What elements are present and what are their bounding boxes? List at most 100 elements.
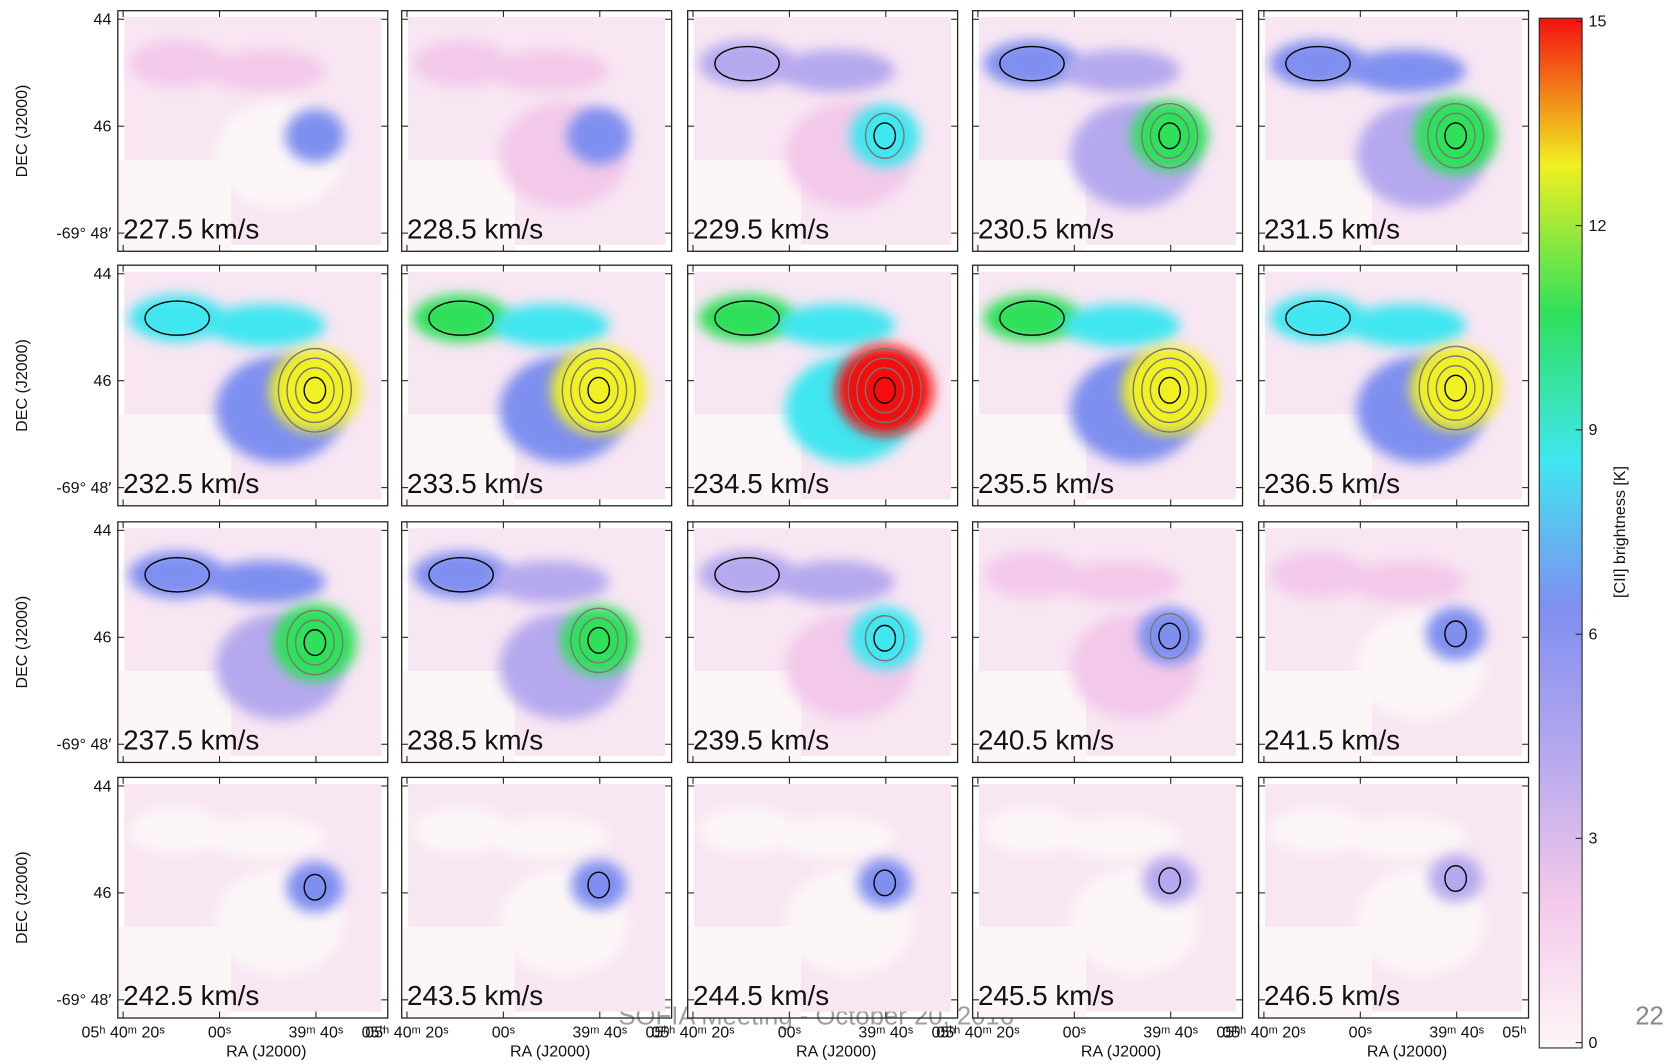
- x-axis-label: RA (J2000): [796, 1043, 876, 1061]
- emission: [1414, 97, 1497, 174]
- x-axis-label: RA (J2000): [510, 1043, 590, 1061]
- channel-panel: 241.5 km/s: [1259, 522, 1529, 763]
- velocity-label: 235.5 km/s: [978, 468, 1114, 499]
- velocity-label: 234.5 km/s: [693, 468, 829, 499]
- y-tick-label: -69° 48′: [56, 479, 111, 497]
- y-tick-label: 44: [94, 11, 112, 29]
- velocity-label: 238.5 km/s: [407, 725, 543, 756]
- colorbar: [1539, 18, 1582, 1048]
- x-tick-label: 39ᵐ 40ˢ: [289, 1023, 344, 1041]
- velocity-label: 240.5 km/s: [978, 725, 1114, 756]
- y-tick-label: -69° 48′: [56, 991, 111, 1009]
- colorbar-tick-label: 9: [1589, 421, 1598, 439]
- x-tick-label: 05ʰ 40ᵐ 20ˢ: [365, 1023, 449, 1041]
- colorbar-tick-label: 3: [1589, 830, 1598, 848]
- velocity-label: 230.5 km/s: [978, 213, 1114, 244]
- y-tick-label: 46: [94, 118, 112, 136]
- page-number: 22: [1635, 1002, 1664, 1030]
- channel-panel: 236.5 km/s: [1259, 265, 1529, 506]
- emission: [491, 49, 609, 92]
- emission: [551, 346, 646, 434]
- emission: [858, 859, 912, 907]
- velocity-label: 242.5 km/s: [123, 980, 259, 1011]
- emission: [491, 816, 609, 859]
- channel-panel: 235.5 km/s: [973, 265, 1243, 506]
- velocity-label: 239.5 km/s: [693, 725, 829, 756]
- y-tick-label: 44: [94, 777, 112, 795]
- emission: [1348, 304, 1466, 347]
- emission: [561, 606, 637, 676]
- emission: [207, 304, 325, 347]
- x-tick-label: 39ᵐ 40ˢ: [572, 1023, 627, 1041]
- velocity-label: 236.5 km/s: [1264, 468, 1400, 499]
- y-tick-label: 46: [94, 372, 112, 390]
- x-tick-label: 05ʰ 40ᵐ 20ˢ: [651, 1023, 735, 1041]
- colorbar-tick-label: 0: [1589, 1034, 1598, 1052]
- emission: [1426, 607, 1486, 660]
- channel-panel: 229.5 km/s: [688, 11, 958, 252]
- y-axis-label: DEC (J2000): [13, 85, 31, 178]
- x-tick-label: 00ˢ: [778, 1023, 802, 1041]
- emission: [777, 49, 895, 92]
- channel-panel: 230.5 km/s: [973, 11, 1243, 252]
- emission: [285, 109, 345, 162]
- y-axis-label: DEC (J2000): [13, 851, 31, 944]
- channel-panel: 240.5 km/s: [973, 522, 1243, 763]
- x-tick-label: 05ʰ 40ᵐ 20ˢ: [81, 1023, 165, 1041]
- x-tick-label: 00ˢ: [1349, 1023, 1373, 1041]
- x-axis-label: RA (J2000): [226, 1043, 306, 1061]
- colorbar-tick-label: 6: [1589, 625, 1598, 643]
- page: SOFIA Meeting - October 20, 2016 22 227.…: [0, 0, 1671, 1064]
- colorbar-tick-label: 12: [1589, 217, 1607, 235]
- y-axis-label: DEC (J2000): [13, 339, 31, 432]
- velocity-label: 228.5 km/s: [407, 213, 543, 244]
- emission: [1411, 346, 1501, 430]
- emission: [1143, 857, 1197, 904]
- emission: [1348, 561, 1466, 604]
- y-tick-label: -69° 48′: [56, 224, 111, 242]
- emission: [491, 304, 609, 347]
- channel-panel: 228.5 km/s: [402, 11, 672, 252]
- x-tick-label: 00ˢ: [208, 1023, 232, 1041]
- emission: [571, 861, 626, 910]
- channel-panel: 238.5 km/s: [402, 522, 672, 763]
- x-tick-label: 00ˢ: [1063, 1023, 1087, 1041]
- emission: [777, 561, 895, 604]
- y-axis-label: DEC (J2000): [13, 596, 31, 689]
- channel-panel: 231.5 km/s: [1259, 11, 1529, 252]
- emission: [207, 561, 325, 604]
- emission: [286, 862, 343, 912]
- emission: [1122, 346, 1217, 434]
- emission: [207, 49, 325, 92]
- emission: [777, 816, 895, 859]
- channel-panel: 233.5 km/s: [402, 265, 672, 506]
- emission: [270, 349, 360, 433]
- emission: [777, 304, 895, 347]
- emission: [491, 561, 609, 604]
- velocity-label: 227.5 km/s: [123, 213, 259, 244]
- emission: [1062, 304, 1180, 347]
- velocity-label: 243.5 km/s: [407, 980, 543, 1011]
- velocity-label: 245.5 km/s: [978, 980, 1114, 1011]
- channel-panel: 242.5 km/s 44 46 -69° 48′ 05ʰ 40ᵐ 20ˢ 00ˢ 39ᵐ …: [13, 777, 388, 1060]
- x-axis-label: RA (J2000): [1367, 1043, 1447, 1061]
- emission: [1348, 49, 1466, 92]
- x-tick-label: 05ʰ 40ᵐ 20ˢ: [1222, 1023, 1306, 1041]
- emission: [567, 107, 631, 164]
- velocity-label: 246.5 km/s: [1264, 980, 1400, 1011]
- velocity-label: 237.5 km/s: [123, 725, 259, 756]
- y-tick-label: 44: [94, 522, 112, 540]
- velocity-label: 233.5 km/s: [407, 468, 543, 499]
- colorbar-label: [CII] brightness [K]: [1611, 466, 1629, 598]
- velocity-label: 231.5 km/s: [1264, 213, 1400, 244]
- y-tick-label: 46: [94, 884, 112, 902]
- channel-panel: 234.5 km/s: [688, 265, 958, 506]
- velocity-label: 241.5 km/s: [1264, 725, 1400, 756]
- channel-panel: 232.5 km/s4446-69° 48′DEC (J2000): [13, 265, 388, 506]
- velocity-label: 229.5 km/s: [693, 213, 829, 244]
